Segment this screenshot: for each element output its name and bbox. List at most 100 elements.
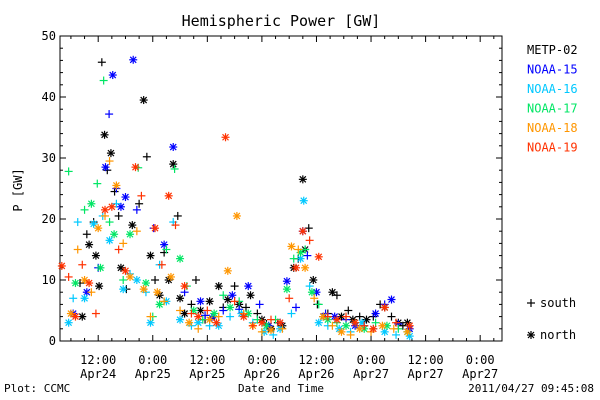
noaa-19-south-point bbox=[137, 191, 146, 200]
noaa-15-north-point bbox=[101, 163, 110, 172]
noaa-16-north-point bbox=[380, 327, 389, 336]
y-axis-ticks: 0 10 20 30 40 50 bbox=[42, 29, 502, 348]
noaa-18-north-point bbox=[337, 327, 346, 336]
noaa-18-north-point bbox=[223, 266, 232, 275]
metp-02-north-point bbox=[106, 149, 115, 158]
noaa-18-south-point bbox=[105, 157, 114, 166]
metp-02-south-point bbox=[344, 306, 353, 315]
x-tick-label-date: Apr24 bbox=[80, 367, 116, 381]
noaa-19-north-point bbox=[298, 227, 307, 236]
x-tick-label-date: Apr25 bbox=[189, 367, 225, 381]
noaa-19-north-point bbox=[85, 279, 94, 288]
noaa-17-south-point bbox=[119, 276, 128, 284]
marker-legend-label: south bbox=[540, 296, 576, 310]
x-tick-label-time: 12:00 bbox=[80, 353, 116, 367]
noaa-18-north-point bbox=[94, 224, 103, 233]
noaa-15-north-point bbox=[121, 193, 130, 202]
noaa-16-north-point bbox=[314, 318, 323, 327]
noaa-19-north-point bbox=[276, 318, 285, 327]
noaa-16-north-point bbox=[296, 254, 305, 263]
noaa-19-north-point bbox=[332, 315, 341, 324]
noaa-15-south-point bbox=[201, 311, 210, 320]
metp-02-south-point bbox=[82, 230, 91, 239]
noaa-18-north-point bbox=[153, 288, 162, 297]
noaa-16-south-point bbox=[226, 312, 235, 321]
noaa-17-south-point bbox=[105, 218, 114, 227]
noaa-17-north-point bbox=[87, 199, 96, 208]
metp-02-north-point bbox=[139, 96, 148, 105]
metp-02-north-point bbox=[176, 294, 185, 303]
noaa-15-north-point bbox=[116, 202, 125, 211]
noaa-19-south-point bbox=[248, 321, 257, 330]
x-tick-label-time: 12:00 bbox=[189, 353, 225, 367]
noaa-16-south-point bbox=[392, 330, 401, 339]
metp-02-south-point bbox=[191, 276, 200, 284]
noaa-19-north-point bbox=[221, 133, 230, 142]
noaa-15-south-point bbox=[255, 300, 264, 309]
metp-02-south-point bbox=[173, 211, 182, 220]
noaa-16-north-point bbox=[64, 318, 73, 327]
noaa-18-south-point bbox=[176, 306, 185, 315]
noaa-18-north-point bbox=[232, 211, 241, 220]
noaa-18-south-point bbox=[310, 294, 319, 303]
noaa-19-south-point bbox=[114, 245, 123, 254]
metp-02-north-point bbox=[214, 282, 223, 291]
noaa-19-south-point bbox=[157, 260, 166, 269]
noaa-18-north-point bbox=[378, 321, 387, 330]
noaa-17-north-point bbox=[96, 263, 105, 272]
noaa-19-south-point bbox=[342, 312, 351, 321]
noaa-15-north-point bbox=[244, 282, 253, 291]
noaa-15-south-point bbox=[219, 306, 228, 315]
noaa-19-south-point bbox=[392, 318, 401, 327]
metp-02-north-point bbox=[362, 315, 371, 324]
noaa-18-south-point bbox=[160, 297, 169, 306]
legend-noaa-17: NOAA-17 bbox=[527, 102, 578, 116]
metp-02-north-point bbox=[146, 251, 155, 260]
noaa-17-north-point bbox=[282, 285, 291, 294]
noaa-16-south-point bbox=[305, 282, 314, 291]
metp-02-south-point bbox=[398, 321, 407, 330]
noaa-18-north-point bbox=[66, 309, 75, 318]
noaa-17-south-point bbox=[219, 291, 228, 300]
x-tick-label-date: Apr26 bbox=[244, 367, 280, 381]
noaa-19-south-point bbox=[78, 260, 87, 269]
noaa-19-north-point bbox=[71, 312, 80, 321]
series-legend: METP-02 NOAA-15 NOAA-16 NOAA-17 NOAA-18 NOAA-… bbox=[527, 43, 578, 155]
noaa-18-south-point bbox=[87, 288, 96, 297]
metp-02-north-point bbox=[223, 295, 232, 304]
noaa-17-north-point bbox=[126, 230, 135, 239]
noaa-15-north-point bbox=[387, 295, 396, 304]
noaa-19-south-point bbox=[230, 297, 239, 306]
legend-noaa-16: NOAA-16 bbox=[527, 82, 578, 96]
noaa-18-north-point bbox=[112, 181, 121, 190]
noaa-15-north-point bbox=[129, 55, 138, 64]
noaa-19-north-point bbox=[107, 202, 116, 211]
noaa-17-south-point bbox=[253, 315, 262, 324]
noaa-18-south-point bbox=[294, 245, 303, 254]
noaa-19-north-point bbox=[180, 282, 189, 291]
noaa-19-north-point bbox=[57, 261, 66, 270]
noaa-18-north-point bbox=[80, 276, 89, 284]
metp-02-south-point bbox=[142, 152, 151, 161]
noaa-19-north-point bbox=[405, 321, 414, 330]
marker-legend-south: south bbox=[527, 296, 576, 310]
noaa-18-south-point bbox=[389, 324, 398, 333]
noaa-15-north-point bbox=[108, 71, 117, 80]
noaa-16-south-point bbox=[287, 309, 296, 318]
noaa-19-north-point bbox=[369, 324, 378, 333]
noaa-17-south-point bbox=[314, 300, 323, 309]
metp-02-north-point bbox=[100, 130, 109, 139]
noaa-19-north-point bbox=[212, 318, 221, 327]
x-tick-label-time: 0:00 bbox=[466, 353, 495, 367]
x-axis-ticks: 12:00Apr240:00Apr2512:00Apr250:00Apr2612… bbox=[70, 36, 498, 381]
noaa-16-north-point bbox=[80, 294, 89, 303]
noaa-18-north-point bbox=[166, 272, 175, 281]
noaa-17-north-point bbox=[110, 230, 119, 239]
metp-02-north-point bbox=[169, 160, 178, 169]
noaa-18-south-point bbox=[328, 321, 337, 330]
metp-02-north-point bbox=[180, 309, 189, 318]
metp-02-north-point bbox=[95, 282, 104, 291]
noaa-17-north-point bbox=[226, 303, 235, 312]
noaa-17-south-point bbox=[198, 315, 207, 324]
